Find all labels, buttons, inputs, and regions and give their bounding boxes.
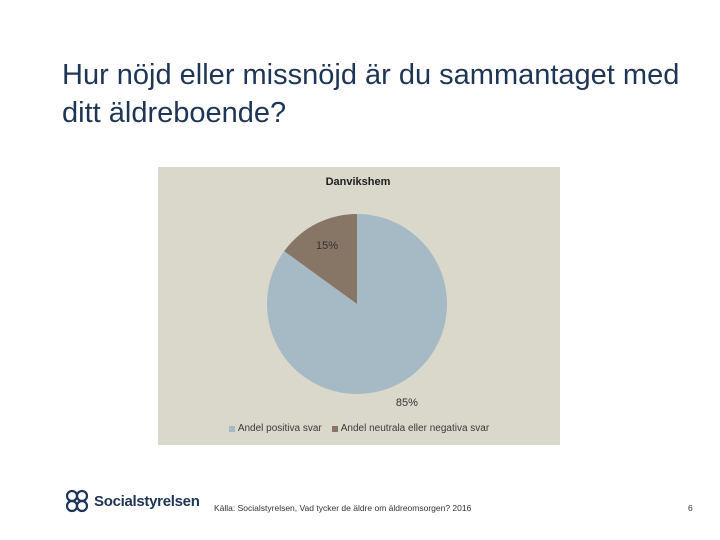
page-number: 6 [688,503,693,513]
chart-title: Danvikshem [325,176,391,188]
legend-item-positive: Andel positiva svar [228,423,322,434]
legend-swatch-neutral-negative [331,425,338,432]
logo-emblem-icon [65,489,89,513]
legend-label-positive: Andel positiva svar [237,423,322,434]
pie-slice-positive [267,214,447,394]
legend-label-neutral-negative: Andel neutrala eller negativa svar [340,423,490,434]
chart-legend: Andel positiva svar Andel neutrala eller… [158,423,560,434]
socialstyrelsen-logo: Socialstyrelsen [64,488,200,514]
pie-chart: 85% 15% [267,214,447,409]
data-label-neutral-negative: 15% [316,240,338,252]
logo-wordmark: Socialstyrelsen [94,492,200,510]
slide-title: Hur nöjd eller missnöjd är du sammantage… [62,59,680,129]
source-citation: Källa: Socialstyrelsen, Vad tycker de äl… [214,503,472,513]
chart-panel: Danvikshem 85% 15% Andel positiva svar An… [158,167,560,445]
legend-swatch-positive [228,425,235,432]
data-label-positive: 85% [396,397,418,409]
legend-item-neutral-negative: Andel neutrala eller negativa svar [331,423,490,434]
pie-slice-neutral-negative [284,214,357,304]
